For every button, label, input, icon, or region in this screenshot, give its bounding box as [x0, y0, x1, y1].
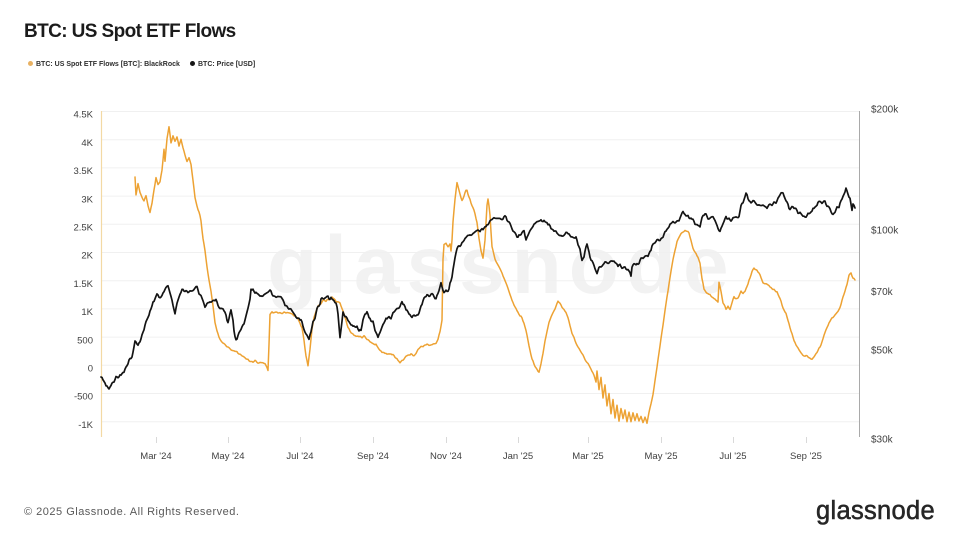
svg-text:Mar '25: Mar '25 — [572, 451, 603, 462]
svg-text:1.5K: 1.5K — [73, 279, 93, 290]
svg-text:$200k: $200k — [871, 105, 899, 116]
svg-text:Sep '24: Sep '24 — [357, 451, 389, 462]
svg-text:2.5K: 2.5K — [73, 223, 93, 234]
svg-text:500: 500 — [77, 335, 93, 346]
svg-text:4K: 4K — [81, 138, 93, 149]
svg-text:1K: 1K — [81, 307, 93, 318]
svg-text:Sep '25: Sep '25 — [790, 451, 822, 462]
svg-text:4.5K: 4.5K — [73, 110, 93, 121]
svg-text:Jan '25: Jan '25 — [503, 451, 533, 462]
svg-text:-1K: -1K — [78, 420, 93, 431]
svg-text:2K: 2K — [81, 251, 93, 262]
svg-text:glassnode: glassnode — [267, 220, 736, 311]
svg-text:May '25: May '25 — [645, 451, 678, 462]
svg-text:$30k: $30k — [871, 435, 894, 446]
svg-text:Nov '24: Nov '24 — [430, 451, 462, 462]
svg-text:May '24: May '24 — [212, 451, 245, 462]
svg-text:Jul '25: Jul '25 — [719, 451, 746, 462]
svg-text:$70k: $70k — [871, 287, 894, 298]
svg-text:Jul '24: Jul '24 — [286, 451, 313, 462]
svg-text:3K: 3K — [81, 194, 93, 205]
svg-text:-500: -500 — [74, 392, 93, 403]
svg-text:$100k: $100k — [871, 226, 899, 237]
svg-text:0: 0 — [88, 364, 93, 375]
svg-text:3.5K: 3.5K — [73, 166, 93, 177]
svg-text:Mar '24: Mar '24 — [140, 451, 171, 462]
svg-text:$50k: $50k — [871, 346, 894, 357]
